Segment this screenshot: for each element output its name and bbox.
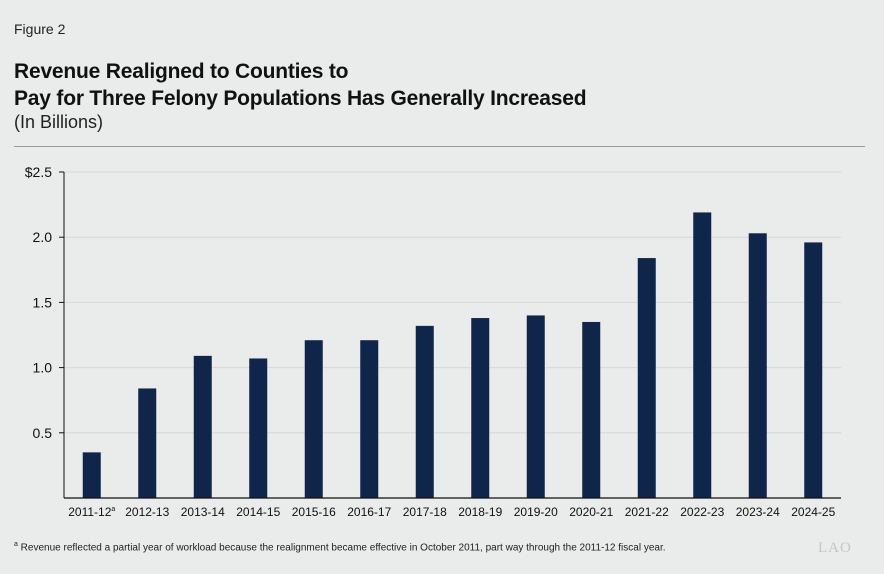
x-tick-label: 2013-14 (181, 505, 225, 519)
x-tick-superscript: a (111, 506, 115, 513)
axes (59, 171, 841, 499)
footnote: a Revenue reflected a partial year of wo… (14, 541, 666, 553)
y-tick-label: 2.0 (33, 229, 53, 245)
bar (82, 452, 101, 498)
bar (637, 258, 656, 498)
bar (693, 212, 712, 498)
x-tick-label: 2021-22 (625, 505, 669, 519)
figure-label: Figure 2 (14, 21, 66, 37)
bar-chart: 0.51.01.52.0$2.5 2011-12a 2012-13 2013-14 2… (25, 164, 841, 519)
y-tick-label: 1.5 (33, 294, 53, 310)
chart-subtitle: (In Billions) (14, 112, 104, 132)
y-tick-label: 1.0 (33, 360, 53, 376)
x-tick-label: 2018-19 (458, 505, 502, 519)
chart-title-line-2: Pay for Three Felony Populations Has Gen… (14, 87, 587, 110)
x-tick-label: 2012-13 (125, 505, 169, 519)
title-divider (14, 146, 865, 147)
x-tick-label: 2016-17 (347, 505, 391, 519)
x-tick-label: 2024-25 (791, 505, 835, 519)
x-tick-label: 2023-24 (736, 505, 780, 519)
lao-logo: LAO (818, 540, 852, 556)
bar (360, 340, 379, 498)
bar (804, 242, 823, 498)
bar (138, 388, 157, 498)
y-axis-tick-labels: 0.5 1.0 1.5 2.0 $2.5 (25, 164, 52, 441)
bar (193, 355, 212, 498)
bar (415, 325, 434, 498)
gridlines (64, 171, 841, 434)
y-tick-label: $2.5 (25, 164, 52, 180)
bar (526, 315, 545, 498)
bars (82, 212, 823, 498)
bar (582, 321, 601, 498)
x-tick-label: 2020-21 (569, 505, 613, 519)
bar (249, 358, 268, 498)
x-tick-label: 2022-23 (680, 505, 724, 519)
bar (304, 340, 323, 498)
chart-title-line-1: Revenue Realigned to Counties to (14, 60, 349, 83)
y-tick-label: 0.5 (33, 425, 53, 441)
x-tick-label: 2019-20 (514, 505, 558, 519)
bar (748, 233, 767, 498)
chart-title: Revenue Realigned to Counties to Pay for… (14, 58, 587, 112)
x-tick-label: 2014-15 (236, 505, 280, 519)
footnote-marker: a (14, 541, 18, 548)
x-axis-tick-labels: 2011-12a 2012-13 2013-14 2014-15 2015-16 2016… (68, 505, 835, 519)
bar (471, 318, 490, 498)
x-tick-label: 2011-12a (68, 505, 115, 519)
x-tick-label: 2017-18 (403, 505, 447, 519)
footnote-text: Revenue reflected a partial year of work… (17, 542, 666, 554)
x-tick-label: 2015-16 (292, 505, 336, 519)
